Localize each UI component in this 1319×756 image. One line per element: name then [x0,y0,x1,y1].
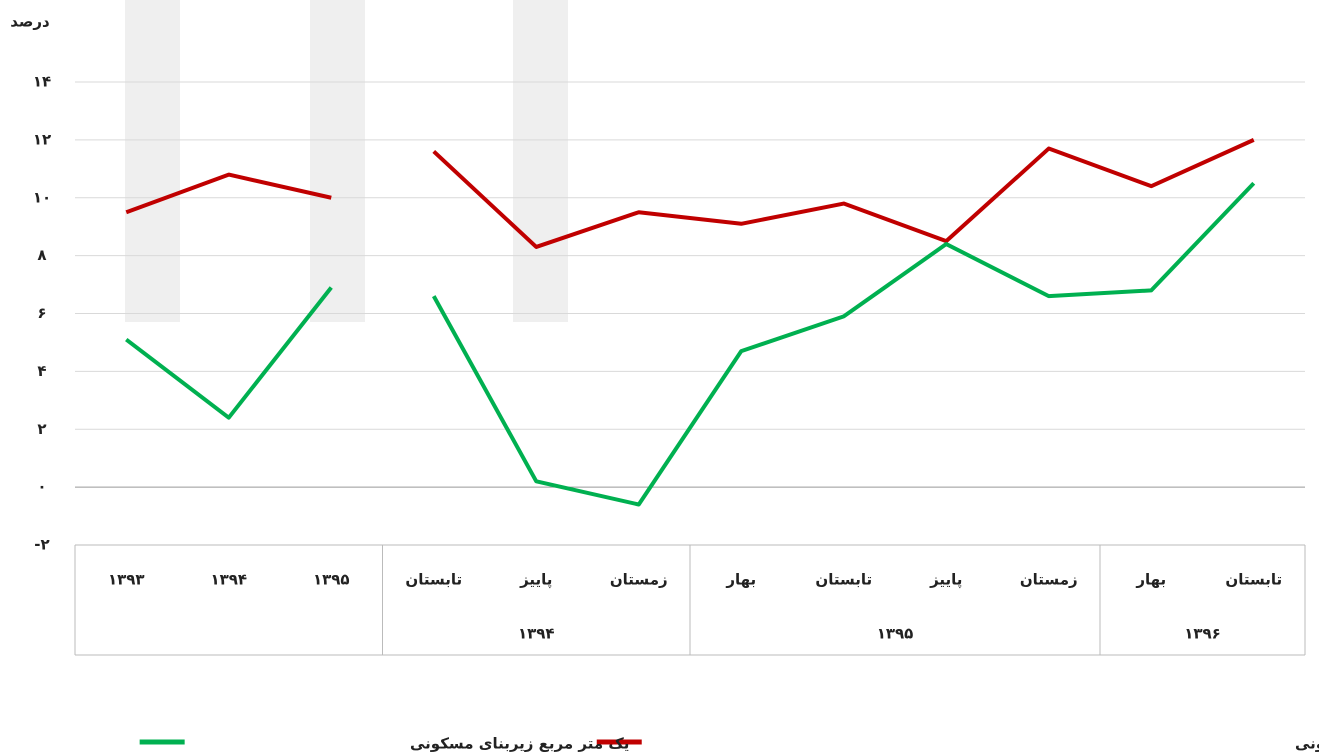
x-tick-label: زمستان [610,571,668,589]
x-tick-label: پاییز [519,571,552,590]
legend-label: اجاره ماهانه به علاوه سه درصد ودیعه پردا… [1295,735,1319,754]
y-tick-label: ۶ [37,304,46,322]
y-tick-label: ۱۴ [33,73,51,91]
watermark-bar [125,0,180,322]
watermark-bar [513,0,568,322]
x-tick-label: بهار [725,571,756,589]
watermark [125,0,568,322]
y-tick-label: ۱۰ [33,188,51,206]
watermark-bar [310,0,365,322]
series-line [125,172,332,215]
series-line [432,181,1256,507]
x-tick-label: تابستان [1225,571,1282,589]
y-tick-label: ۴ [37,362,46,380]
y-tick-label: ۸ [37,246,46,264]
x-tick-label: تابستان [815,571,872,589]
y-tick-label: ۰ [37,478,46,496]
x-tick-label: ۱۳۹۳ [108,571,145,589]
y-axis-label: درصد [10,13,50,31]
x-tick-label: ۱۳۹۵ [313,571,350,589]
x-tick-label: پاییز [929,571,962,590]
x-tick-label: زمستان [1020,571,1078,589]
legend-label: یک متر مربع زیربنای مسکونی [410,735,629,753]
group-label: ۱۳۹۴ [518,625,555,643]
group-label: ۱۳۹۶ [1184,625,1221,643]
x-tick-label: ۱۳۹۴ [210,571,247,589]
y-tick-label: ۲ [37,420,46,438]
series-line [125,286,333,420]
series-line [432,138,1255,249]
y-tick-label: -۲ [34,536,49,554]
x-tick-label: تابستان [405,571,462,589]
x-tick-label: بهار [1135,571,1166,589]
y-tick-label: ۱۲ [33,130,51,148]
group-label: ۱۳۹۵ [877,625,914,643]
